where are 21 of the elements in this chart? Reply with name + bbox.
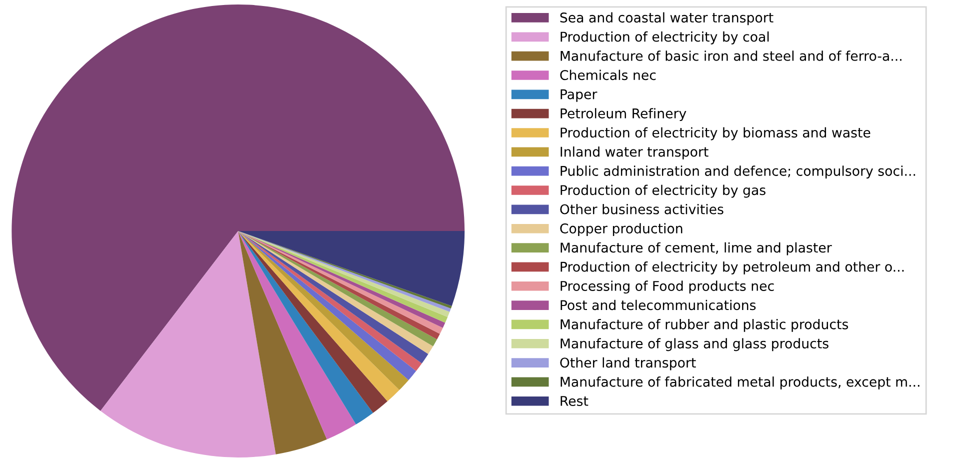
legend-label: Petroleum Refinery	[560, 108, 686, 122]
legend-label: Manufacture of glass and glass products	[560, 338, 828, 352]
legend-label: Copper production	[560, 223, 682, 236]
legend-label: Production of electricity by biomass and waste	[560, 127, 870, 140]
legend-label: Processing of Food products nec	[560, 280, 774, 294]
legend-label: Post and telecommunications	[560, 300, 756, 310]
legend-label: Other business activities	[560, 204, 724, 214]
legend-label: Manufacture of fabricated metal products, except m...	[560, 376, 920, 390]
legend-label: Manufacture of rubber and plastic products	[560, 318, 848, 332]
legend-label: Manufacture of basic iron and steel and of ferro-a...	[560, 50, 902, 61]
legend-label: Production of electricity by petroleum and other o...	[560, 261, 904, 274]
legend-label: Production of electricity by coal	[560, 31, 769, 44]
legend-label: Rest	[560, 396, 588, 406]
legend-label: Inland water transport	[560, 146, 708, 160]
legend-label: Sea and coastal water transport	[560, 12, 774, 26]
legend-label: Paper	[560, 89, 598, 102]
legend-label: Production of electricity by gas	[560, 184, 766, 198]
legend-label: Manufacture of cement, lime and plaster	[560, 242, 832, 256]
legend-label: Chemicals nec	[560, 70, 656, 80]
legend-label: Public administration and defence; compulsory soci...	[560, 166, 916, 179]
legend-label: Other land transport	[560, 357, 696, 370]
